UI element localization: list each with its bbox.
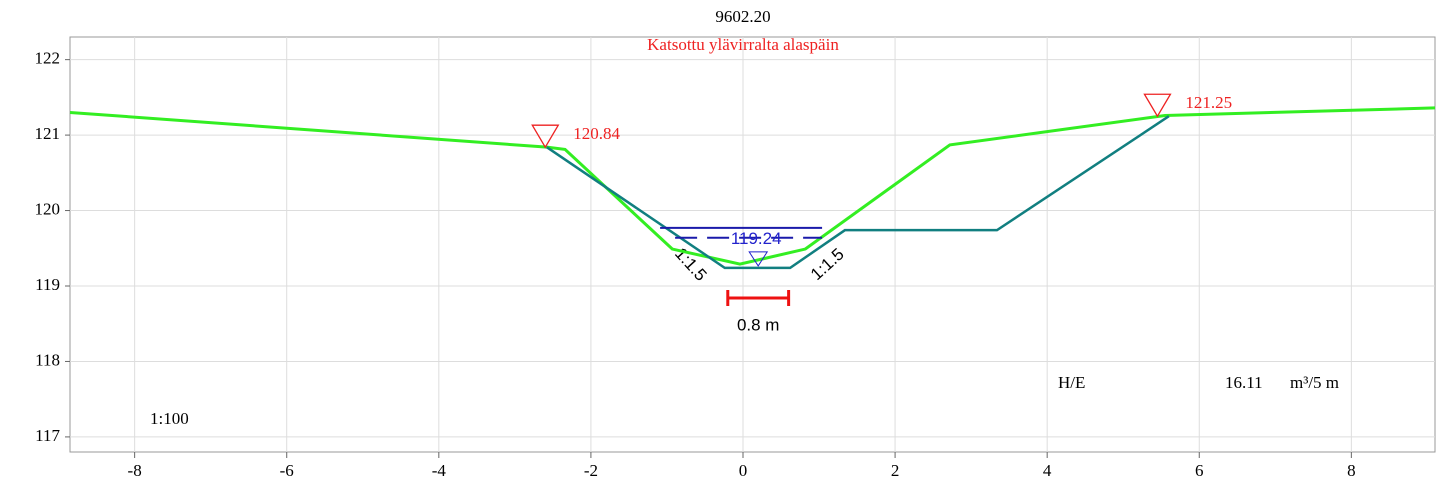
x-tick-label: -8	[128, 461, 142, 480]
chart-title: 9602.20	[715, 7, 770, 26]
section-line	[69, 106, 1436, 266]
level-label: 121.25	[1185, 93, 1232, 112]
x-tick-label: 0	[739, 461, 748, 480]
level-marker	[531, 124, 560, 149]
y-tick-label: 117	[35, 426, 60, 445]
x-tick-label: 8	[1347, 461, 1356, 480]
y-tick-label: 121	[35, 124, 61, 143]
plot-frame	[69, 36, 1436, 453]
slope-label: 1:1.5	[807, 245, 848, 284]
ratio-label: H/E	[1058, 373, 1085, 392]
x-tick-label: -6	[280, 461, 294, 480]
volume-unit: m³/5 m	[1290, 373, 1339, 392]
y-tick-label: 120	[35, 199, 61, 218]
scale-label: 1:100	[150, 409, 189, 428]
x-tick-label: 2	[891, 461, 900, 480]
volume: 16.11	[1225, 373, 1263, 392]
x-tick-label: 4	[1043, 461, 1052, 480]
y-tick-label: 122	[35, 49, 61, 68]
x-tick-label: -4	[432, 461, 447, 480]
water-marker	[748, 251, 769, 267]
level-label: 120.84	[573, 124, 620, 143]
y-tick-label: 119	[35, 275, 60, 294]
section-line	[546, 115, 1170, 270]
x-tick-label: -2	[584, 461, 598, 480]
scale-bar-label: 0.8 m	[737, 315, 780, 334]
level-marker	[1143, 93, 1172, 118]
water-label: 119.24	[731, 229, 782, 248]
x-tick-label: 6	[1195, 461, 1204, 480]
y-tick-label: 118	[35, 350, 60, 369]
